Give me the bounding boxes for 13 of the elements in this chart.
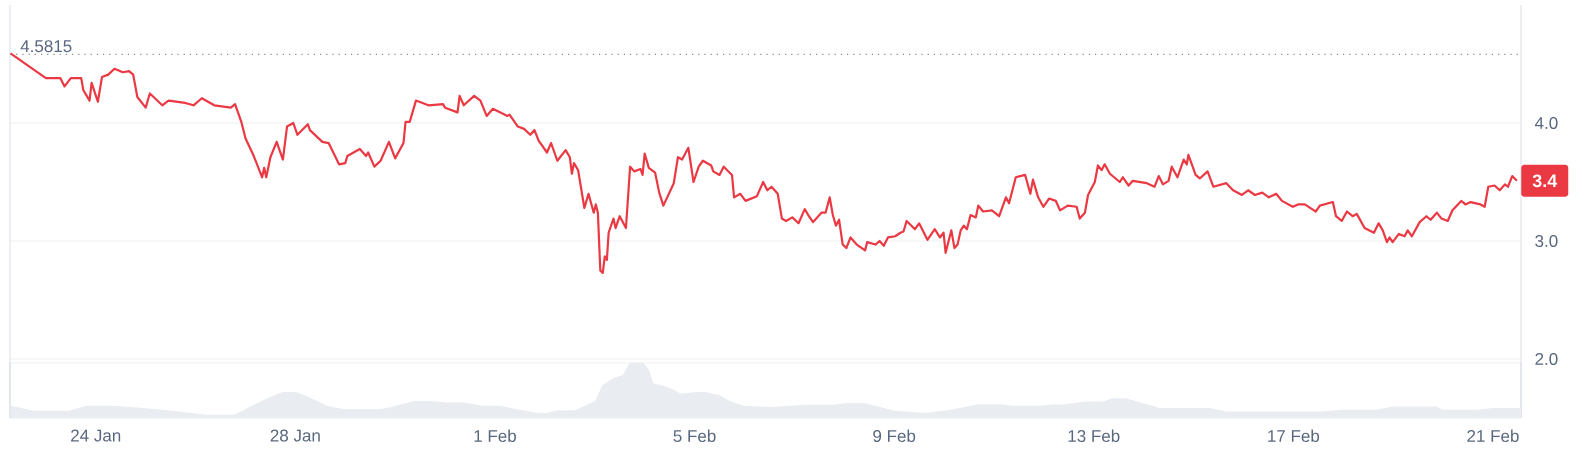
x-tick-label: 5 Feb — [673, 429, 716, 443]
x-tick-label: 21 Feb — [1467, 429, 1519, 443]
ref-line-label: 4.5815 — [20, 40, 72, 53]
y-tick-label: 3.0 — [1535, 234, 1558, 248]
x-tick-label: 17 Feb — [1268, 429, 1320, 443]
x-tick-label: 9 Feb — [873, 429, 916, 443]
y-tick-label: 2.0 — [1535, 352, 1558, 366]
x-tick-label: 1 Feb — [474, 429, 516, 443]
x-tick-label: 24 Jan — [71, 429, 121, 442]
text: 3.4 — [1532, 174, 1558, 188]
x-tick-label: 13 Feb — [1068, 429, 1120, 443]
y-tick-label: 4.0 — [1534, 116, 1558, 130]
x-tick-label: 28 Jan — [270, 429, 320, 442]
